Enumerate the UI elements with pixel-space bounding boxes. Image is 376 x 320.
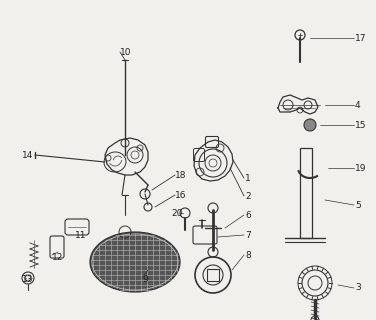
Text: 2: 2 xyxy=(245,191,251,201)
Text: 11: 11 xyxy=(75,230,86,239)
Text: 7: 7 xyxy=(245,230,251,239)
Text: 1: 1 xyxy=(245,173,251,182)
Text: 15: 15 xyxy=(355,121,367,130)
Text: 10: 10 xyxy=(120,47,132,57)
Circle shape xyxy=(304,119,316,131)
Text: 8: 8 xyxy=(245,251,251,260)
Text: 20: 20 xyxy=(171,209,183,218)
Text: 16: 16 xyxy=(175,190,186,199)
Text: 14: 14 xyxy=(22,150,33,159)
Text: 3: 3 xyxy=(355,284,361,292)
Ellipse shape xyxy=(90,232,180,292)
Text: 17: 17 xyxy=(355,34,367,43)
Text: 4: 4 xyxy=(355,100,361,109)
Text: 18: 18 xyxy=(175,171,186,180)
Text: 5: 5 xyxy=(355,201,361,210)
Text: 6: 6 xyxy=(245,211,251,220)
Text: 12: 12 xyxy=(52,253,64,262)
Text: 9: 9 xyxy=(142,276,148,284)
Text: 19: 19 xyxy=(355,164,367,172)
Text: 13: 13 xyxy=(22,276,33,284)
